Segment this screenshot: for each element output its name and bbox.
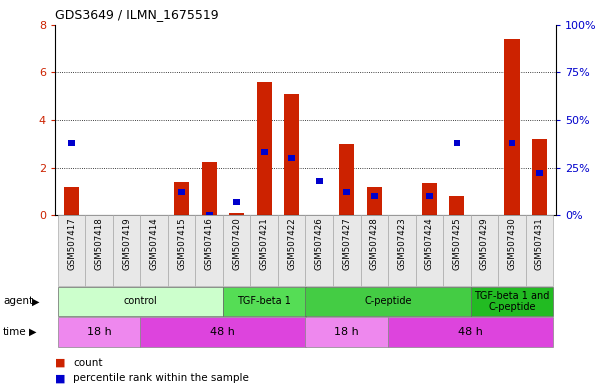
Text: GDS3649 / ILMN_1675519: GDS3649 / ILMN_1675519 <box>55 8 219 21</box>
Text: GSM507423: GSM507423 <box>397 217 406 270</box>
Text: GSM507415: GSM507415 <box>177 217 186 270</box>
Bar <box>202 162 217 215</box>
Bar <box>306 318 388 347</box>
Bar <box>498 215 525 286</box>
Text: C-peptide: C-peptide <box>364 296 412 306</box>
Text: GSM507414: GSM507414 <box>150 217 159 270</box>
Bar <box>415 215 443 286</box>
Text: GSM507417: GSM507417 <box>67 217 76 270</box>
Bar <box>68 140 75 146</box>
Bar <box>360 215 388 286</box>
Text: GSM507428: GSM507428 <box>370 217 379 270</box>
Text: 48 h: 48 h <box>210 327 235 337</box>
Bar <box>261 149 268 155</box>
Text: ▶: ▶ <box>32 296 39 306</box>
Text: ▶: ▶ <box>29 327 37 337</box>
Bar <box>196 215 223 286</box>
Text: 18 h: 18 h <box>87 327 111 337</box>
Bar <box>508 140 515 146</box>
Bar <box>206 212 213 218</box>
Text: GSM507431: GSM507431 <box>535 217 544 270</box>
Bar <box>333 215 360 286</box>
Bar <box>278 215 306 286</box>
Bar <box>525 215 553 286</box>
Text: TGF-beta 1 and
C-peptide: TGF-beta 1 and C-peptide <box>474 291 550 312</box>
Bar <box>306 287 470 316</box>
Bar <box>316 178 323 184</box>
Bar <box>251 215 278 286</box>
Text: GSM507422: GSM507422 <box>287 217 296 270</box>
Bar <box>339 144 354 215</box>
Bar <box>168 215 196 286</box>
Text: agent: agent <box>3 296 33 306</box>
Bar <box>388 318 553 347</box>
Text: TGF-beta 1: TGF-beta 1 <box>237 296 291 306</box>
Text: 48 h: 48 h <box>458 327 483 337</box>
Bar <box>141 318 306 347</box>
Text: GSM507418: GSM507418 <box>95 217 103 270</box>
Bar <box>367 187 382 215</box>
Bar <box>58 318 141 347</box>
Text: 18 h: 18 h <box>334 327 359 337</box>
Bar <box>453 140 460 146</box>
Text: GSM507421: GSM507421 <box>260 217 269 270</box>
Bar <box>470 215 498 286</box>
Bar <box>443 215 470 286</box>
Bar <box>426 193 433 199</box>
Text: GSM507427: GSM507427 <box>342 217 351 270</box>
Text: GSM507424: GSM507424 <box>425 217 434 270</box>
Bar <box>223 215 251 286</box>
Bar <box>306 215 333 286</box>
Text: control: control <box>123 296 157 306</box>
Bar <box>178 189 185 195</box>
Text: GSM507420: GSM507420 <box>232 217 241 270</box>
Text: count: count <box>73 358 103 368</box>
Bar <box>505 39 519 215</box>
Bar <box>422 183 437 215</box>
Bar <box>470 287 553 316</box>
Bar <box>141 215 168 286</box>
Bar <box>284 94 299 215</box>
Bar <box>257 82 272 215</box>
Text: GSM507430: GSM507430 <box>508 217 516 270</box>
Text: ■: ■ <box>55 373 65 383</box>
Bar <box>288 155 295 161</box>
Text: GSM507429: GSM507429 <box>480 217 489 270</box>
Bar <box>233 199 240 205</box>
Bar <box>371 193 378 199</box>
Text: GSM507425: GSM507425 <box>452 217 461 270</box>
Bar <box>86 215 113 286</box>
Bar <box>174 182 189 215</box>
Bar <box>64 187 79 215</box>
Bar <box>58 287 223 316</box>
Bar <box>532 139 547 215</box>
Bar <box>223 287 306 316</box>
Bar <box>343 189 350 195</box>
Bar <box>113 215 141 286</box>
Bar <box>58 215 86 286</box>
Text: percentile rank within the sample: percentile rank within the sample <box>73 373 249 383</box>
Text: GSM507419: GSM507419 <box>122 217 131 270</box>
Text: GSM507416: GSM507416 <box>205 217 214 270</box>
Bar <box>388 215 415 286</box>
Bar <box>449 196 464 215</box>
Text: ■: ■ <box>55 358 65 368</box>
Bar <box>536 170 543 176</box>
Text: time: time <box>3 327 27 337</box>
Bar <box>229 213 244 215</box>
Text: GSM507426: GSM507426 <box>315 217 324 270</box>
